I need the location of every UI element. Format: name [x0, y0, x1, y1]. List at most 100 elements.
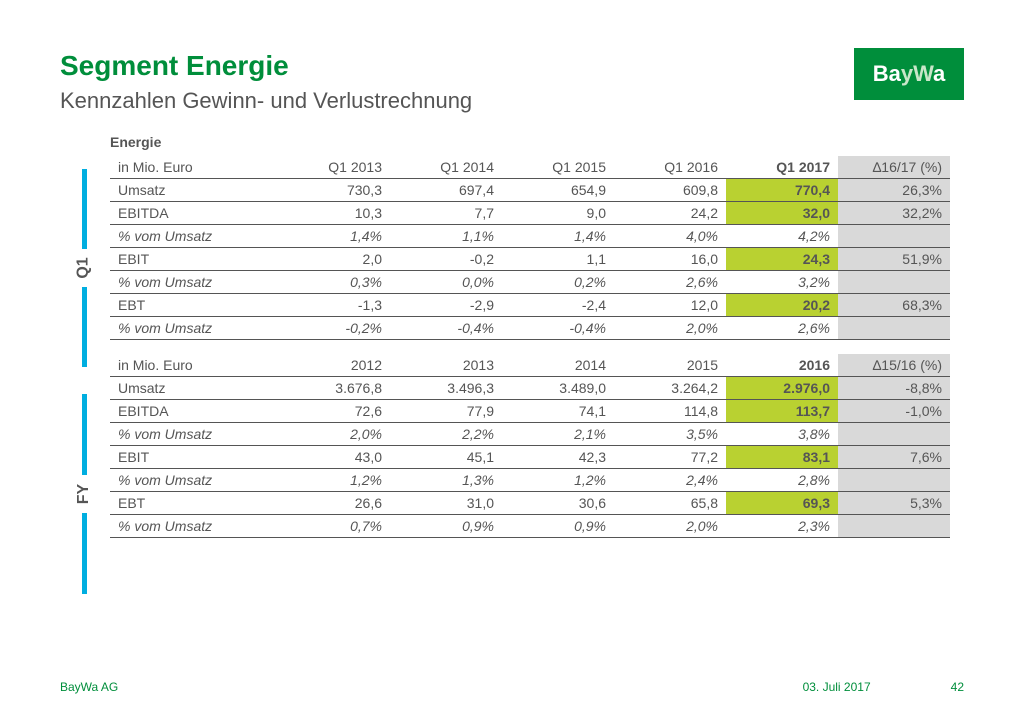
cell: 2.976,0 [726, 377, 838, 400]
spacer [110, 340, 964, 354]
cell: 7,6% [838, 446, 950, 469]
cell: 2,0 [278, 248, 390, 271]
cell: 65,8 [614, 492, 726, 515]
table-row: % vom Umsatz2,0%2,2%2,1%3,5%3,8% [110, 423, 950, 446]
cell: 2,0% [278, 423, 390, 446]
column-header: Q1 2015 [502, 156, 614, 179]
tab-label-q1: Q1 [75, 257, 93, 278]
row-label: Umsatz [110, 179, 278, 202]
cell: -0,4% [502, 317, 614, 340]
column-header: 2013 [390, 354, 502, 377]
cell: 12,0 [614, 294, 726, 317]
cell: 4,0% [614, 225, 726, 248]
cell: 4,2% [726, 225, 838, 248]
cell: -1,0% [838, 400, 950, 423]
row-label: EBT [110, 492, 278, 515]
cell: 32,0 [726, 202, 838, 225]
row-label: % vom Umsatz [110, 225, 278, 248]
tab-bar [82, 513, 87, 594]
cell: 0,9% [390, 515, 502, 538]
cell: 74,1 [502, 400, 614, 423]
cell: 1,4% [502, 225, 614, 248]
table-row: % vom Umsatz0,7%0,9%0,9%2,0%2,3% [110, 515, 950, 538]
slide-subtitle: Kennzahlen Gewinn- und Verlustrechnung [60, 88, 964, 114]
slide-title: Segment Energie [60, 50, 964, 82]
cell: 0,3% [278, 271, 390, 294]
cell: 0,7% [278, 515, 390, 538]
cell: 30,6 [502, 492, 614, 515]
table-header-row: in Mio. Euro20122013201420152016∆15/16 (… [110, 354, 950, 377]
content-area: Q1 FY Energie in Mio. EuroQ1 2013Q1 2014… [110, 134, 964, 538]
cell: -0,4% [390, 317, 502, 340]
cell: 3.264,2 [614, 377, 726, 400]
cell: 7,7 [390, 202, 502, 225]
cell: 26,6 [278, 492, 390, 515]
cell: 10,3 [278, 202, 390, 225]
column-header: Q1 2017 [726, 156, 838, 179]
column-header: Q1 2013 [278, 156, 390, 179]
cell: 1,2% [278, 469, 390, 492]
footer-date: 03. Juli 2017 [803, 680, 871, 694]
cell: 26,3% [838, 179, 950, 202]
cell: 1,1% [390, 225, 502, 248]
cell: 69,3 [726, 492, 838, 515]
table-row: % vom Umsatz-0,2%-0,4%-0,4%2,0%2,6% [110, 317, 950, 340]
row-label: EBITDA [110, 202, 278, 225]
footer-company: BayWa AG [60, 680, 118, 694]
cell: 3.489,0 [502, 377, 614, 400]
cell: 77,2 [614, 446, 726, 469]
column-header: 2014 [502, 354, 614, 377]
cell: 2,0% [614, 515, 726, 538]
cell: 3,2% [726, 271, 838, 294]
cell: 83,1 [726, 446, 838, 469]
cell: 0,0% [390, 271, 502, 294]
column-header: 2015 [614, 354, 726, 377]
table-q1: in Mio. EuroQ1 2013Q1 2014Q1 2015Q1 2016… [110, 156, 950, 340]
cell [838, 271, 950, 294]
slide: BayWa Segment Energie Kennzahlen Gewinn-… [0, 0, 1024, 724]
cell: 3,8% [726, 423, 838, 446]
column-header: 2012 [278, 354, 390, 377]
cell: -8,8% [838, 377, 950, 400]
cell: -0,2% [278, 317, 390, 340]
row-label: % vom Umsatz [110, 317, 278, 340]
tab-bar [82, 394, 87, 475]
cell: 770,4 [726, 179, 838, 202]
cell: 1,1 [502, 248, 614, 271]
cell: 730,3 [278, 179, 390, 202]
cell: 0,9% [502, 515, 614, 538]
column-header: ∆16/17 (%) [838, 156, 950, 179]
cell: -0,2 [390, 248, 502, 271]
cell [838, 469, 950, 492]
table-row: EBT26,631,030,665,869,35,3% [110, 492, 950, 515]
cell: 2,0% [614, 317, 726, 340]
footer-page: 42 [951, 680, 964, 694]
column-header: ∆15/16 (%) [838, 354, 950, 377]
brand-logo-text: BayWa [873, 61, 946, 87]
cell: -1,3 [278, 294, 390, 317]
brand-logo: BayWa [854, 48, 964, 100]
row-label: EBT [110, 294, 278, 317]
cell [838, 515, 950, 538]
cell: 72,6 [278, 400, 390, 423]
cell: 24,3 [726, 248, 838, 271]
table-row: % vom Umsatz0,3%0,0%0,2%2,6%3,2% [110, 271, 950, 294]
cell [838, 225, 950, 248]
cell: 2,6% [614, 271, 726, 294]
cell: 1,3% [390, 469, 502, 492]
cell: 20,2 [726, 294, 838, 317]
tab-bar [82, 169, 87, 249]
cell [838, 423, 950, 446]
cell: 3.496,3 [390, 377, 502, 400]
cell: -2,9 [390, 294, 502, 317]
cell: -2,4 [502, 294, 614, 317]
unit-label: in Mio. Euro [110, 156, 278, 179]
cell: 0,2% [502, 271, 614, 294]
cell: 43,0 [278, 446, 390, 469]
cell: 2,1% [502, 423, 614, 446]
cell: 654,9 [502, 179, 614, 202]
cell: 697,4 [390, 179, 502, 202]
row-label: % vom Umsatz [110, 423, 278, 446]
tab-label-fy: FY [75, 484, 93, 504]
cell: 24,2 [614, 202, 726, 225]
